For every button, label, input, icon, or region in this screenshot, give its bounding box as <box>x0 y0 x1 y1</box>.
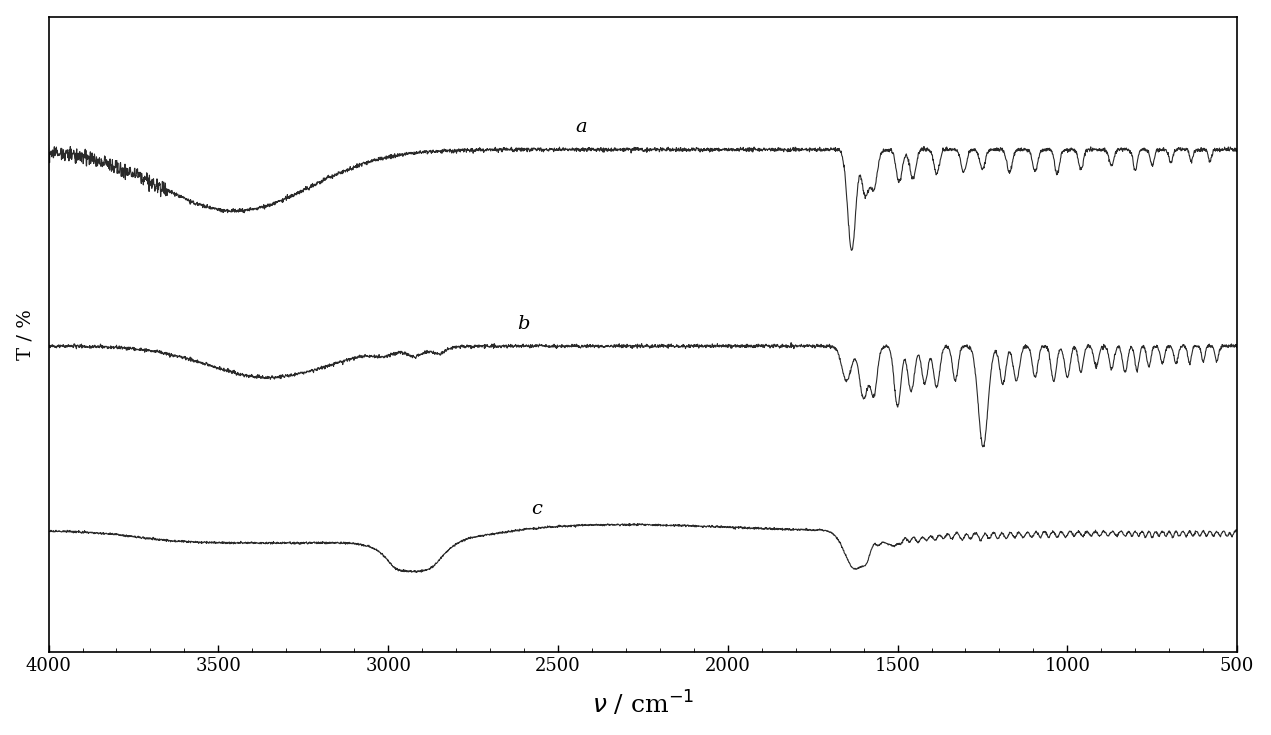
X-axis label: $\nu$ / cm$^{-1}$: $\nu$ / cm$^{-1}$ <box>592 689 694 718</box>
Text: b: b <box>517 315 530 333</box>
Y-axis label: T / %: T / % <box>17 309 34 360</box>
Text: c: c <box>531 500 541 517</box>
Text: a: a <box>574 118 586 136</box>
